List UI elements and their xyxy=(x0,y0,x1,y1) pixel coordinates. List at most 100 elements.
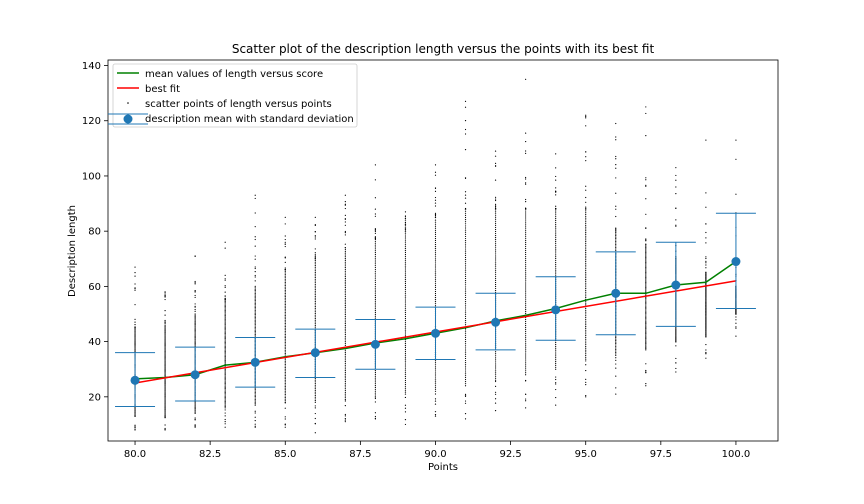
scatter-point xyxy=(494,287,497,290)
scatter-point xyxy=(344,384,346,386)
scatter-point xyxy=(224,302,226,304)
scatter-point xyxy=(164,343,166,346)
scatter-point xyxy=(434,366,437,368)
scatter-point xyxy=(404,368,407,370)
scatter-point xyxy=(284,321,286,323)
scatter-point xyxy=(705,352,707,354)
scatter-point xyxy=(194,332,196,334)
scatter-point xyxy=(314,381,316,383)
scatter-point xyxy=(164,352,166,354)
scatter-point xyxy=(585,320,587,322)
scatter-point xyxy=(615,235,617,237)
scatter-point xyxy=(164,381,166,384)
scatter-point xyxy=(525,372,527,374)
scatter-point xyxy=(675,367,677,370)
scatter-point xyxy=(254,306,256,309)
scatter-point xyxy=(344,386,346,388)
scatter-point xyxy=(645,335,647,337)
scatter-point xyxy=(615,158,617,160)
scatter-point xyxy=(314,263,316,265)
scatter-point xyxy=(675,328,677,330)
scatter-point xyxy=(585,248,587,250)
scatter-point xyxy=(344,277,346,280)
scatter-point xyxy=(314,300,316,303)
scatter-point xyxy=(525,350,527,352)
scatter-point xyxy=(254,323,256,326)
scatter-point xyxy=(494,203,497,205)
scatter-point xyxy=(194,412,196,414)
scatter-point xyxy=(525,400,527,402)
scatter-point xyxy=(645,198,647,200)
scatter-point xyxy=(344,366,346,368)
scatter-point xyxy=(494,271,497,273)
scatter-point xyxy=(464,309,467,311)
scatter-point xyxy=(525,318,527,321)
scatter-point xyxy=(615,205,617,207)
scatter-point xyxy=(374,396,376,398)
scatter-point xyxy=(254,423,256,425)
scatter-point xyxy=(344,301,346,303)
scatter-point xyxy=(374,306,376,308)
scatter-point xyxy=(525,230,527,232)
scatter-point xyxy=(464,221,467,223)
scatter-point xyxy=(555,368,557,370)
scatter-point xyxy=(585,208,587,210)
scatter-point xyxy=(224,338,226,340)
scatter-point xyxy=(645,177,647,179)
scatter-point xyxy=(224,320,226,322)
scatter-point xyxy=(284,297,286,299)
scatter-point xyxy=(224,336,226,338)
scatter-point xyxy=(555,223,557,225)
scatter-point xyxy=(374,280,376,282)
scatter-point xyxy=(224,412,226,414)
scatter-point xyxy=(585,262,587,264)
scatter-point xyxy=(374,257,376,259)
scatter-point xyxy=(645,250,647,252)
scatter-point xyxy=(254,197,256,200)
scatter-point xyxy=(735,193,737,195)
scatter-point xyxy=(585,269,587,272)
scatter-point xyxy=(645,310,647,312)
scatter-point xyxy=(464,100,467,103)
scatter-point xyxy=(164,364,166,366)
scatter-point xyxy=(434,174,437,176)
scatter-point xyxy=(464,349,467,351)
scatter-point xyxy=(344,232,346,234)
scatter-point xyxy=(645,280,647,282)
scatter-point xyxy=(555,376,557,378)
scatter-point xyxy=(404,236,407,238)
scatter-point xyxy=(645,249,647,251)
scatter-point xyxy=(164,391,166,393)
scatter-point xyxy=(254,298,256,300)
scatter-point xyxy=(525,132,527,134)
scatter-point xyxy=(464,225,467,227)
scatter-point xyxy=(494,239,497,241)
scatter-point xyxy=(224,395,226,397)
scatter-point xyxy=(494,216,497,218)
scatter-point xyxy=(374,230,376,232)
scatter-point xyxy=(404,317,407,320)
scatter-point xyxy=(434,370,437,372)
scatter-point xyxy=(464,394,467,396)
scatter-point xyxy=(134,415,136,417)
scatter-point xyxy=(494,224,497,226)
scatter-point xyxy=(585,353,587,355)
scatter-point xyxy=(344,377,346,379)
scatter-point xyxy=(404,323,407,325)
scatter-point xyxy=(434,411,437,413)
scatter-point xyxy=(134,335,136,337)
scatter-point xyxy=(224,376,226,378)
scatter-point xyxy=(284,302,286,304)
scatter-point xyxy=(374,289,376,291)
scatter-point xyxy=(254,318,256,320)
scatter-point xyxy=(434,264,437,266)
scatter-point xyxy=(404,387,407,389)
scatter-point xyxy=(585,277,587,279)
scatter-point xyxy=(735,327,737,329)
scatter-point xyxy=(404,286,407,289)
scatter-point xyxy=(224,350,226,353)
scatter-point xyxy=(585,331,587,333)
scatter-point xyxy=(585,230,587,232)
scatter-point xyxy=(464,286,467,288)
scatter-point xyxy=(284,256,286,258)
